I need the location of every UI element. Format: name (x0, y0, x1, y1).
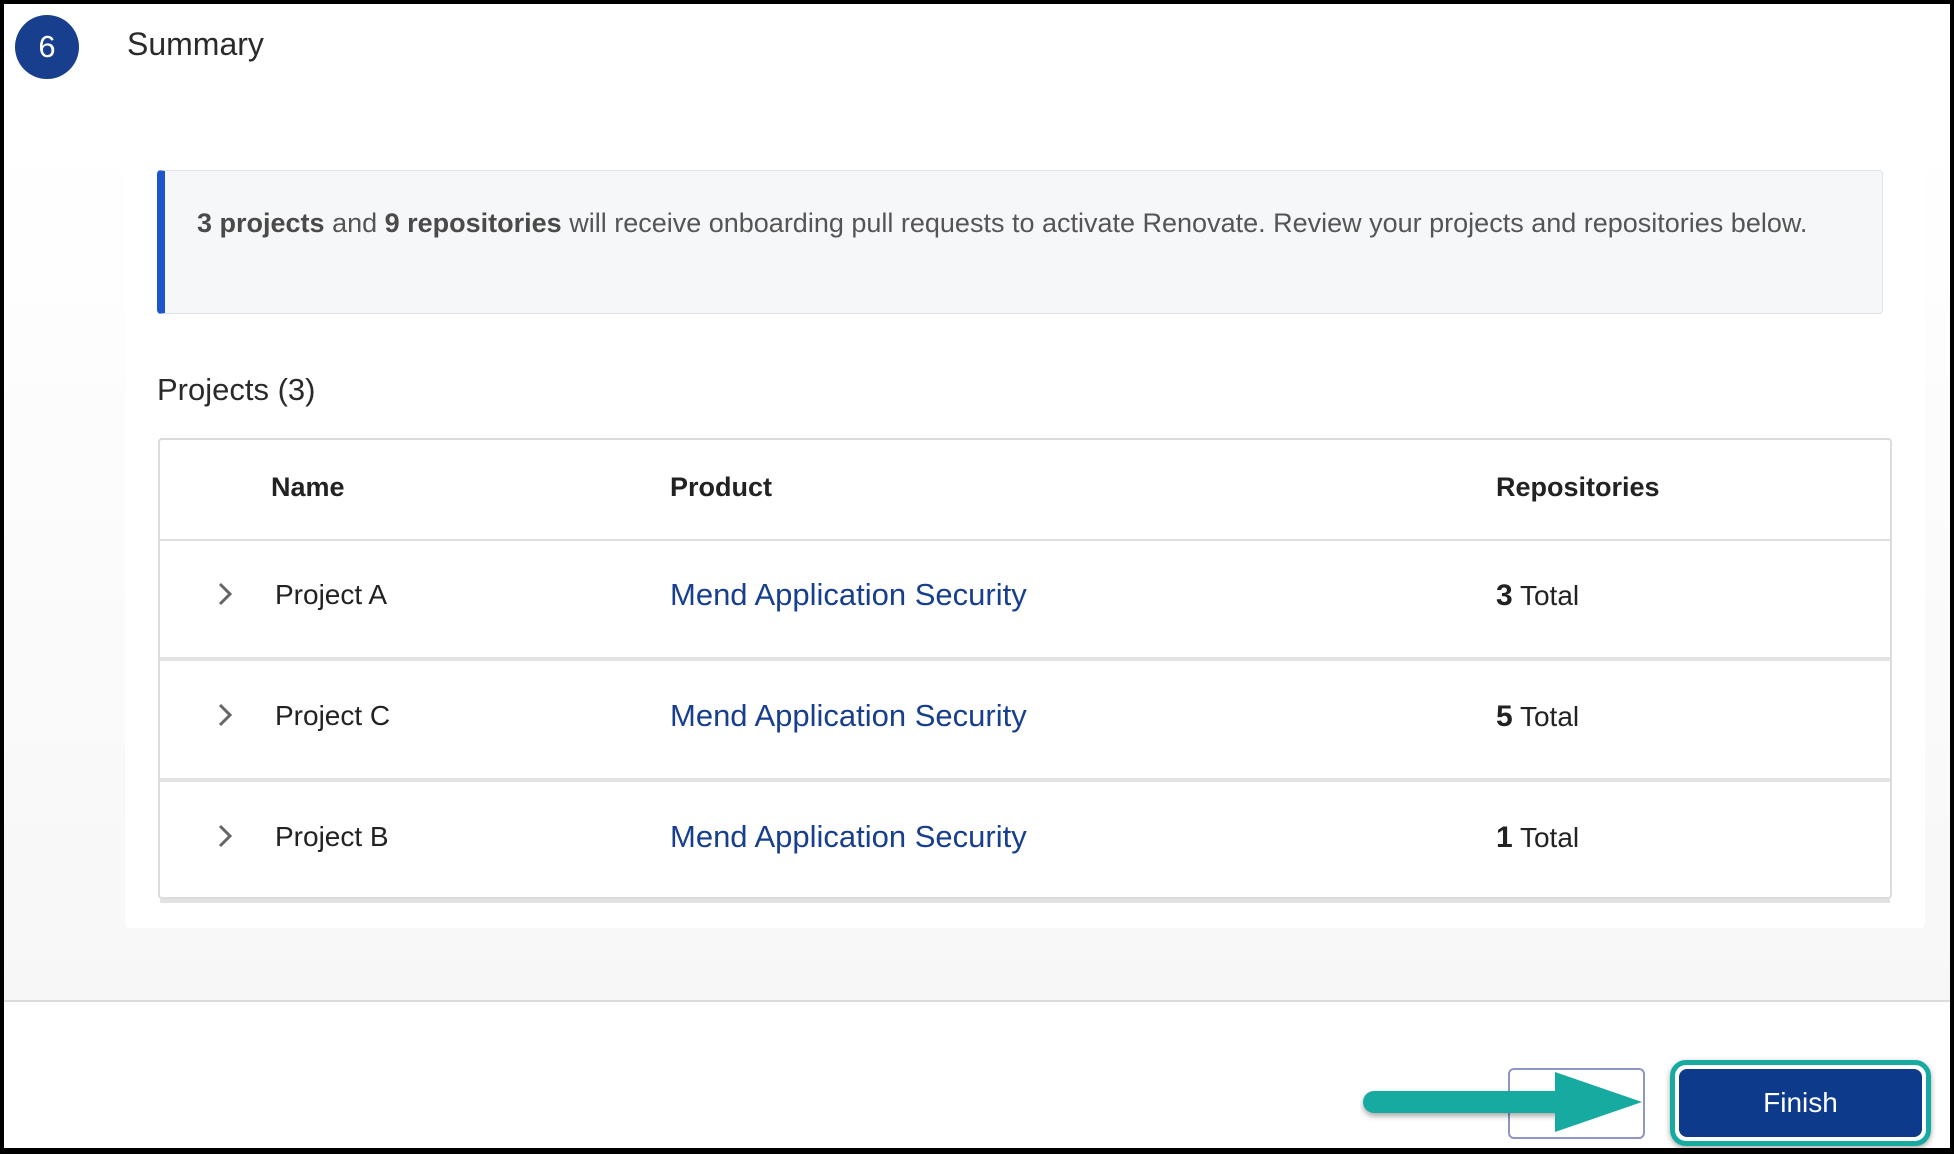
chevron-right-icon[interactable] (214, 821, 236, 851)
content-area: 6 Summary 3 projects and 9 repositories … (4, 4, 1950, 1000)
product-link[interactable]: Mend Application Security (670, 698, 1027, 733)
arrow-right-icon (1363, 1072, 1642, 1132)
project-name: Project B (275, 821, 389, 852)
column-header-name: Name (271, 472, 345, 502)
repositories-count: 1 (1496, 821, 1513, 854)
total-label: Total (1512, 580, 1580, 611)
step-title: Summary (127, 26, 264, 62)
wizard-window: 6 Summary 3 projects and 9 repositories … (4, 4, 1950, 1148)
column-header-product: Product (670, 472, 773, 502)
chevron-right-icon[interactable] (214, 579, 236, 609)
table-row[interactable]: Project C Mend Application Security 5 To… (160, 660, 1890, 782)
repositories-total: 1 Total (1496, 821, 1579, 855)
info-banner: 3 projects and 9 repositories will recei… (157, 170, 1883, 314)
info-and: and (324, 208, 385, 238)
table-row[interactable]: Project B Mend Application Security 1 To… (160, 781, 1890, 903)
project-name: Project A (275, 579, 388, 610)
table-header: Name Product Repositories (160, 440, 1890, 541)
column-header-repositories: Repositories (1496, 472, 1660, 502)
chevron-right-icon[interactable] (214, 700, 236, 730)
product-link[interactable]: Mend Application Security (670, 819, 1027, 854)
finish-highlight: Finish (1670, 1060, 1931, 1146)
projects-count: 3 projects (197, 208, 325, 238)
summary-card: 3 projects and 9 repositories will recei… (125, 132, 1925, 928)
finish-button[interactable]: Finish (1679, 1069, 1922, 1137)
projects-table: Name Product Repositories Project A Mend… (158, 438, 1892, 903)
repositories-total: 3 Total (1496, 579, 1579, 613)
total-label: Total (1512, 822, 1580, 853)
step-number-badge: 6 (15, 15, 79, 79)
repositories-count: 3 (1496, 579, 1513, 612)
total-label: Total (1512, 701, 1580, 732)
info-text: will receive onboarding pull requests to… (561, 208, 1808, 238)
project-name: Project C (275, 700, 391, 731)
repositories-total: 5 Total (1496, 700, 1579, 734)
repositories-count: 9 repositories (384, 208, 562, 238)
projects-heading: Projects (3) (157, 372, 316, 407)
wizard-footer: Back Finish (4, 1000, 1950, 1148)
product-link[interactable]: Mend Application Security (670, 577, 1027, 612)
repositories-count: 5 (1496, 700, 1513, 733)
table-row[interactable]: Project A Mend Application Security 3 To… (160, 539, 1890, 661)
